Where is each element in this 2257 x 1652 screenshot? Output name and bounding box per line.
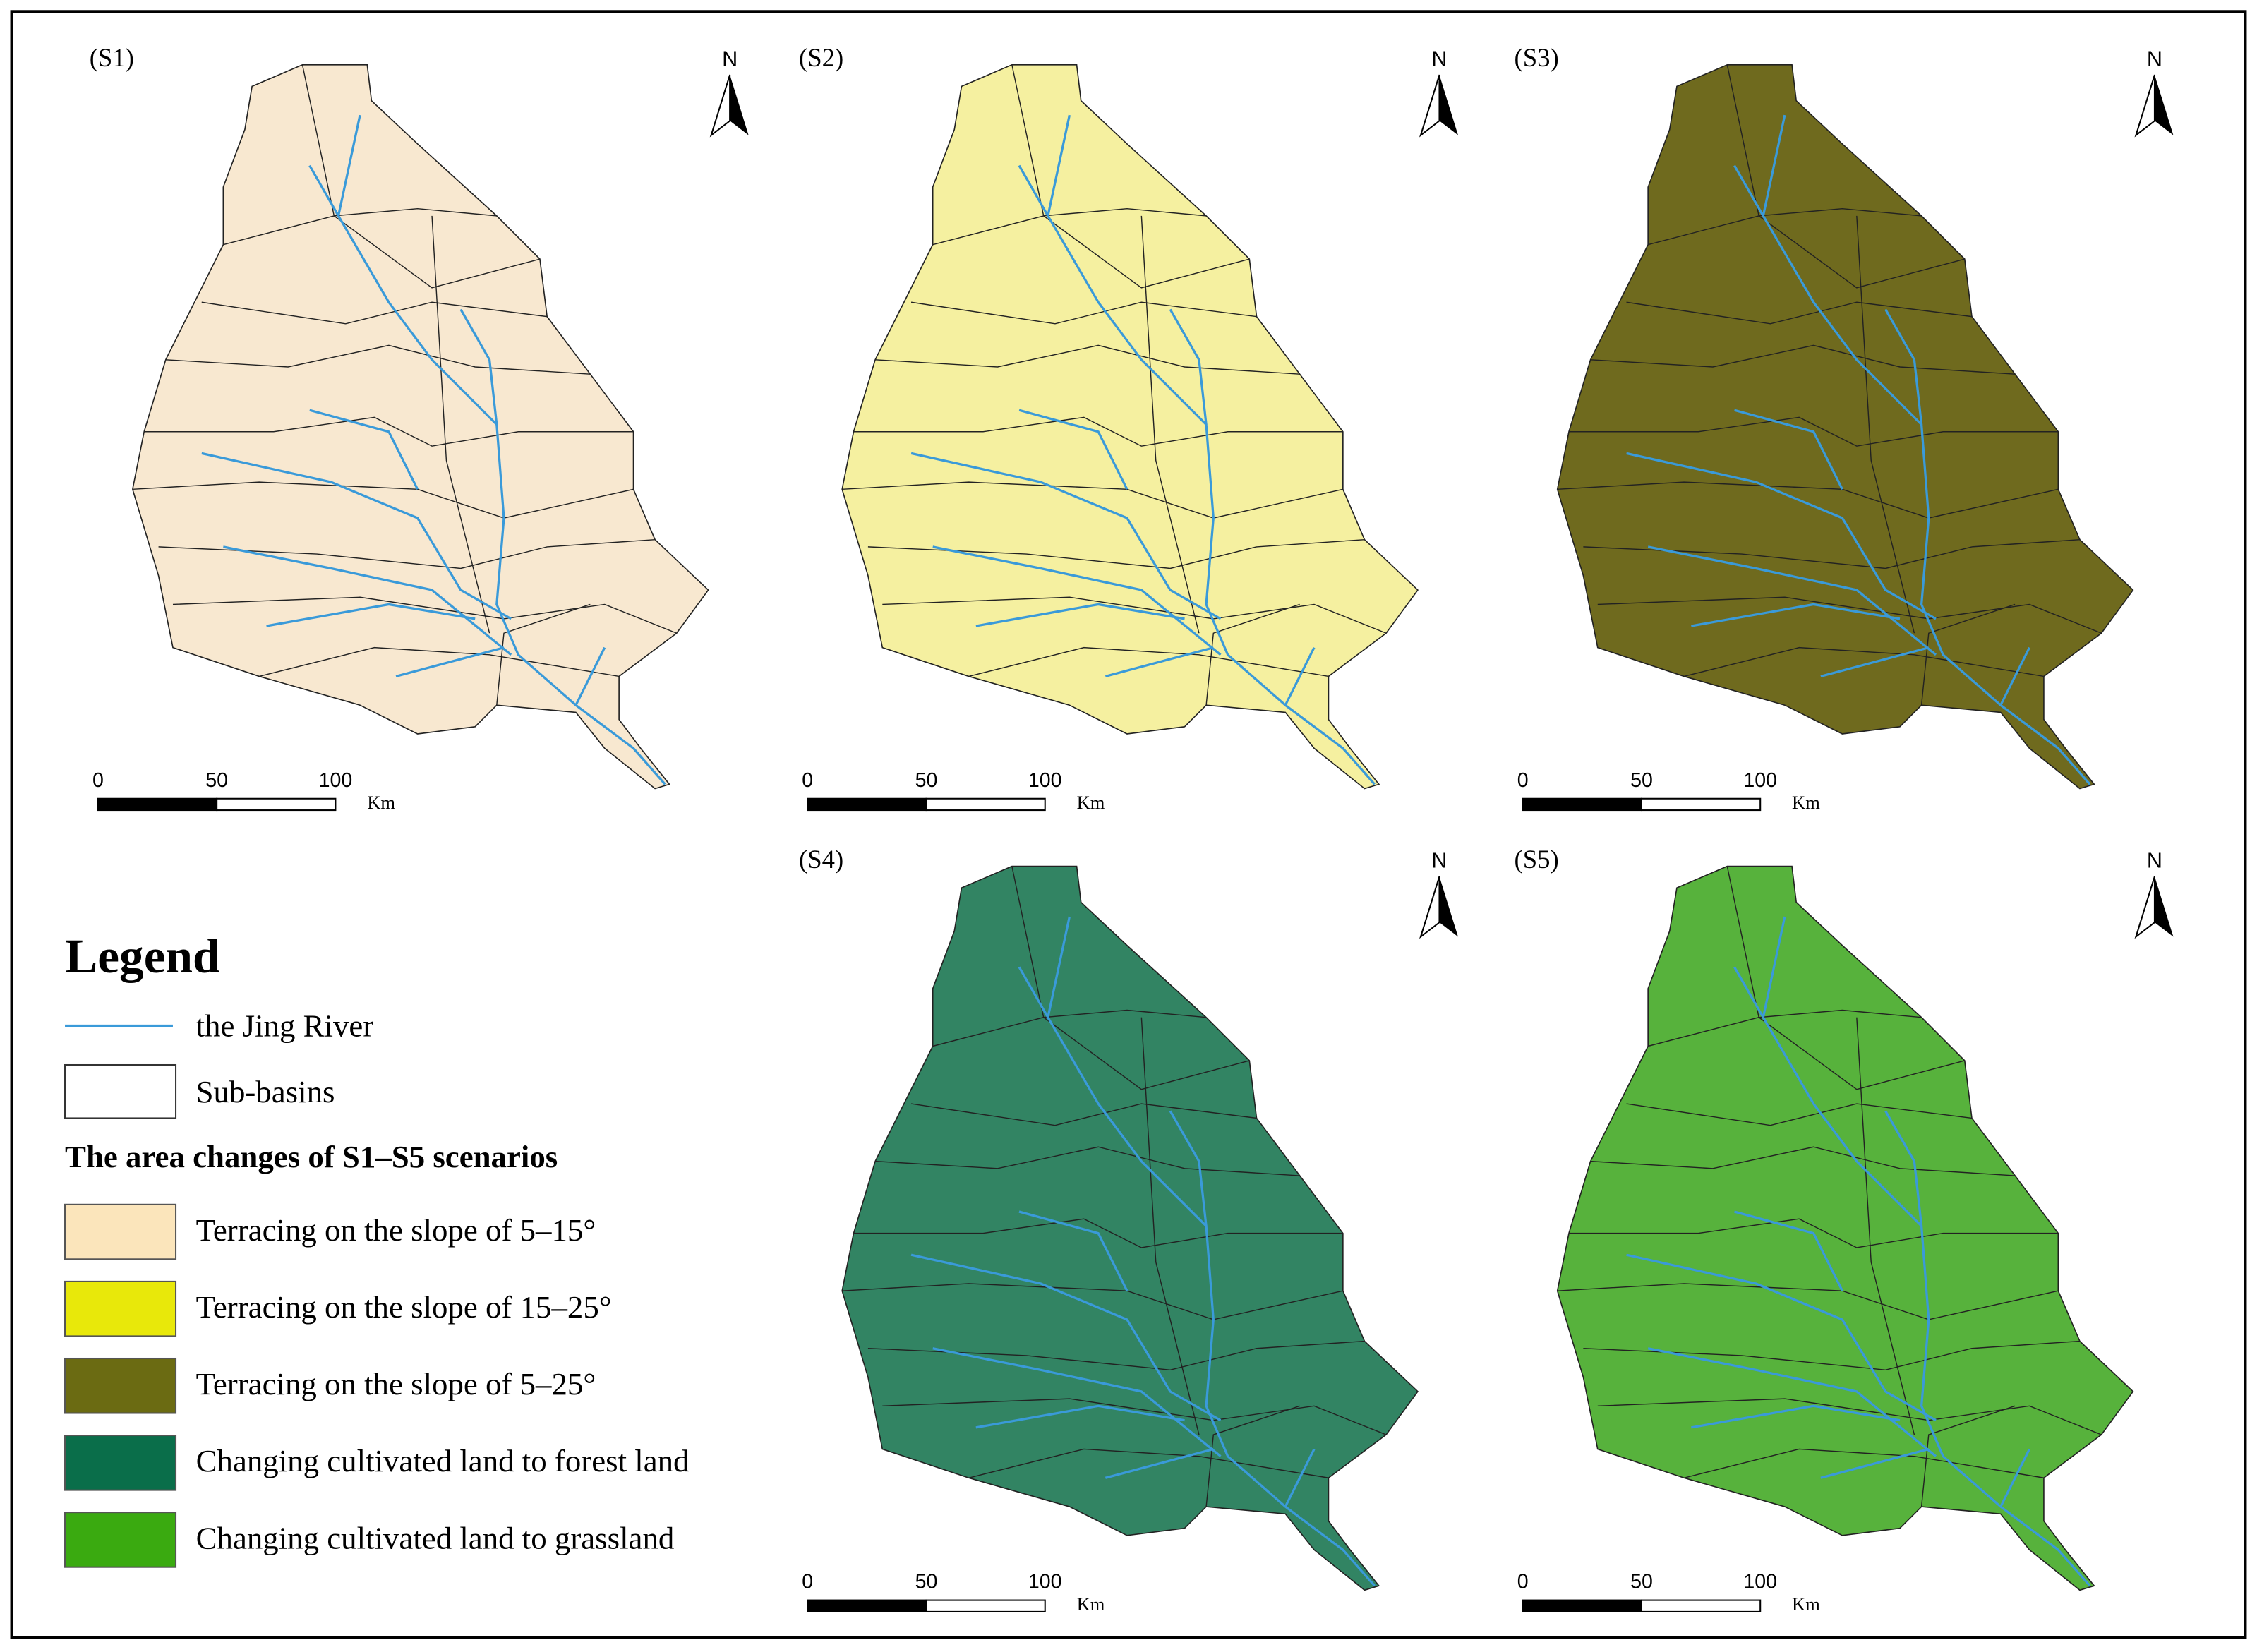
panel-label: (S3) <box>1515 43 1559 72</box>
scale-unit: Km <box>1077 792 1105 813</box>
north-label: N <box>2147 47 2162 71</box>
scale-unit: Km <box>1792 1593 1820 1615</box>
map-panel: (S4) N 0 50 100 Km <box>799 845 1458 1615</box>
scale-tick-label: 0 <box>1517 1571 1529 1593</box>
scale-bar-segment <box>925 797 1046 812</box>
legend-swatch <box>64 1435 177 1491</box>
legend-swatch <box>64 1203 177 1260</box>
scale-tick-label: 100 <box>319 769 353 792</box>
map-panel: (S1) N 0 50 100 Km <box>90 43 749 813</box>
scale-tick-label: 50 <box>915 1571 938 1593</box>
scale-tick-label: 0 <box>802 1571 813 1593</box>
scale-bar-segment <box>1522 797 1642 812</box>
frame <box>10 10 2247 1639</box>
north-arrow <box>709 74 731 138</box>
scale-unit: Km <box>1077 1593 1105 1615</box>
scale-tick-label: 50 <box>915 769 938 792</box>
legend-item-label: Changing cultivated land to grassland <box>196 1520 675 1555</box>
north-arrow <box>1439 876 1458 937</box>
scale-bar-segment <box>807 1599 927 1612</box>
basin-map <box>841 64 1419 790</box>
scale-bar-segment <box>1640 797 1762 812</box>
north-arrow <box>2134 876 2155 939</box>
panel-label: (S1) <box>90 43 134 72</box>
scale-tick-label: 50 <box>205 769 228 792</box>
north-arrow <box>1419 876 1440 939</box>
north-label: N <box>1431 849 1447 873</box>
scale-bar-segment <box>97 797 218 812</box>
legend-swatch <box>64 1280 177 1337</box>
scale-tick-label: 50 <box>1630 769 1653 792</box>
panel-label: (S4) <box>799 845 843 874</box>
map-panel: (S3) N 0 50 100 Km <box>1515 43 2174 813</box>
legend-item-label: Changing cultivated land to forest land <box>196 1443 690 1478</box>
panel-label: (S2) <box>799 43 843 72</box>
basin-map <box>1556 864 2134 1591</box>
north-arrow <box>2134 74 2155 138</box>
scale-tick-label: 0 <box>92 769 104 792</box>
north-label: N <box>722 47 738 71</box>
legend-subbasin-swatch <box>64 1063 177 1119</box>
legend-swatch <box>64 1357 177 1414</box>
scale-tick-label: 0 <box>802 769 813 792</box>
legend-item-label: Sub-basins <box>196 1074 335 1109</box>
north-label: N <box>2147 849 2162 873</box>
scale-bar-segment <box>1522 1599 1642 1612</box>
scale-bar-segment <box>216 797 337 812</box>
scale-unit: Km <box>367 792 395 813</box>
scale-bar-segment <box>925 1599 1046 1612</box>
north-arrow <box>2154 876 2174 937</box>
north-arrow <box>1439 75 1458 135</box>
legend-item-label: the Jing River <box>196 1008 374 1043</box>
legend-swatch <box>64 1512 177 1568</box>
scale-tick-label: 50 <box>1630 1571 1653 1593</box>
north-arrow <box>730 75 749 135</box>
scale-tick-label: 100 <box>1743 1571 1777 1593</box>
basin-map <box>131 64 710 790</box>
panel-label: (S5) <box>1515 845 1559 874</box>
north-label: N <box>1431 47 1447 71</box>
map-panel: (S2) N 0 50 100 Km <box>799 43 1458 813</box>
legend-title: Legend <box>65 929 220 983</box>
scale-tick-label: 0 <box>1517 769 1529 792</box>
legend-item-label: Terracing on the slope of 5–25° <box>196 1366 596 1401</box>
scale-bar-segment <box>1640 1599 1762 1612</box>
basin-map <box>1556 64 2134 790</box>
scale-tick-label: 100 <box>1743 769 1777 792</box>
scale-tick-label: 100 <box>1028 769 1062 792</box>
map-panel: (S5) N 0 50 100 Km <box>1515 845 2174 1615</box>
north-arrow <box>2154 75 2174 135</box>
legend-item-label: Terracing on the slope of 5–15° <box>196 1212 596 1248</box>
north-arrow <box>1419 74 1440 138</box>
legend-item-label: Terracing on the slope of 15–25° <box>196 1289 612 1325</box>
scale-unit: Km <box>1792 792 1820 813</box>
scale-bar-segment <box>807 797 927 812</box>
legend-section: The area changes of S1–S5 scenarios <box>65 1139 558 1174</box>
basin-map <box>841 864 1419 1591</box>
scale-tick-label: 100 <box>1028 1571 1062 1593</box>
